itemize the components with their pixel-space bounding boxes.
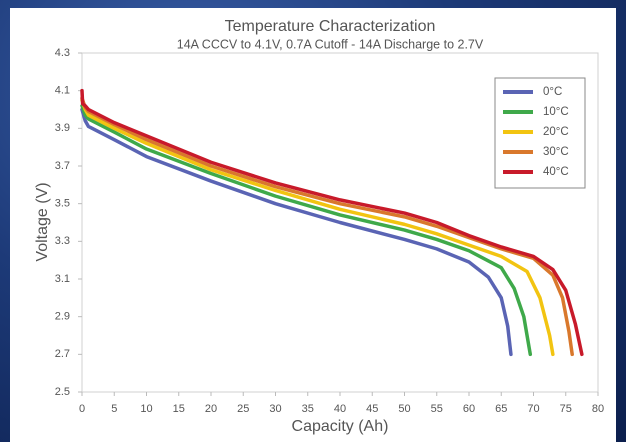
- y-tick-label: 2.9: [55, 311, 70, 323]
- x-tick-label: 0: [79, 403, 85, 415]
- x-tick-label: 20: [205, 403, 217, 415]
- x-tick-label: 30: [269, 403, 281, 415]
- x-tick-label: 70: [527, 403, 539, 415]
- y-tick-label: 3.7: [55, 160, 70, 172]
- legend-label: 40°C: [543, 166, 569, 178]
- y-tick-label: 2.5: [55, 386, 70, 398]
- legend-label: 10°C: [543, 106, 569, 118]
- x-tick-label: 75: [560, 403, 572, 415]
- series-line: [80, 103, 533, 357]
- x-tick-label: 25: [237, 403, 249, 415]
- x-tick-label: 10: [140, 403, 152, 415]
- y-axis-label: Voltage (V): [34, 182, 51, 261]
- series-line: [80, 88, 584, 357]
- chart-title: Temperature Characterization: [225, 18, 436, 35]
- x-tick-label: 35: [302, 403, 314, 415]
- legend-label: 0°C: [543, 86, 562, 98]
- y-tick-label: 4.1: [55, 85, 70, 97]
- panel: [10, 8, 616, 442]
- legend-label: 30°C: [543, 146, 569, 158]
- y-tick-label: 3.3: [55, 235, 70, 247]
- x-axis-label: Capacity (Ah): [292, 418, 389, 435]
- series-line: [80, 107, 513, 357]
- y-tick-label: 3.5: [55, 198, 70, 210]
- x-tick-label: 55: [431, 403, 443, 415]
- x-tick-label: 60: [463, 403, 475, 415]
- y-tick-label: 2.7: [55, 348, 70, 360]
- y-tick-label: 3.9: [55, 122, 70, 134]
- x-tick-label: 15: [173, 403, 185, 415]
- x-tick-label: 50: [398, 403, 410, 415]
- x-tick-label: 45: [366, 403, 378, 415]
- y-tick-label: 4.3: [55, 47, 70, 59]
- chart-subtitle: 14A CCCV to 4.1V, 0.7A Cutoff - 14A Disc…: [177, 37, 484, 51]
- y-tick-label: 3.1: [55, 273, 70, 285]
- x-tick-label: 40: [334, 403, 346, 415]
- x-tick-label: 80: [592, 403, 604, 415]
- x-tick-label: 5: [111, 403, 117, 415]
- legend-label: 20°C: [543, 126, 569, 138]
- x-tick-label: 65: [495, 403, 507, 415]
- series-line: [80, 98, 555, 357]
